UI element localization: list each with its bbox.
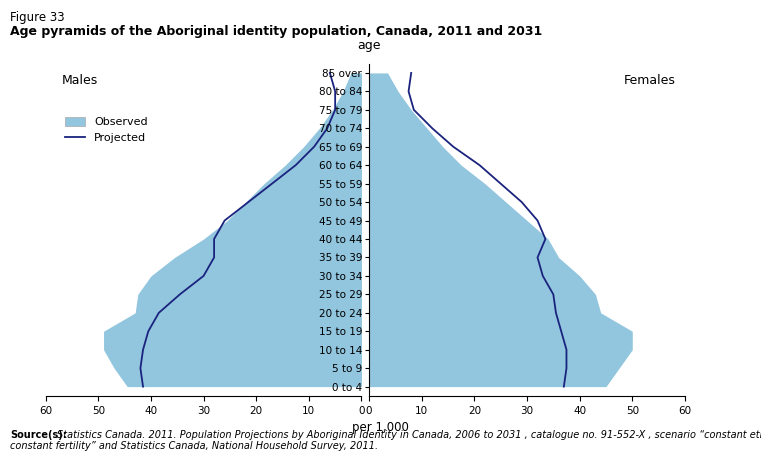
Text: constant fertility” and Statistics Canada, National Household Survey, 2011.: constant fertility” and Statistics Canad… bbox=[10, 441, 378, 451]
Text: per 1,000: per 1,000 bbox=[352, 421, 409, 434]
Text: Males: Males bbox=[62, 74, 97, 86]
Text: Figure 33: Figure 33 bbox=[10, 11, 65, 25]
Text: Females: Females bbox=[623, 74, 676, 86]
Text: age: age bbox=[358, 39, 380, 52]
Legend: Observed, Projected: Observed, Projected bbox=[61, 112, 152, 148]
Text: Source(s):: Source(s): bbox=[10, 430, 67, 440]
Text: Statistics Canada. 2011. Population Projections by Aboriginal Identity in Canada: Statistics Canada. 2011. Population Proj… bbox=[57, 430, 761, 440]
Text: Age pyramids of the Aboriginal identity population, Canada, 2011 and 2031: Age pyramids of the Aboriginal identity … bbox=[10, 25, 542, 38]
